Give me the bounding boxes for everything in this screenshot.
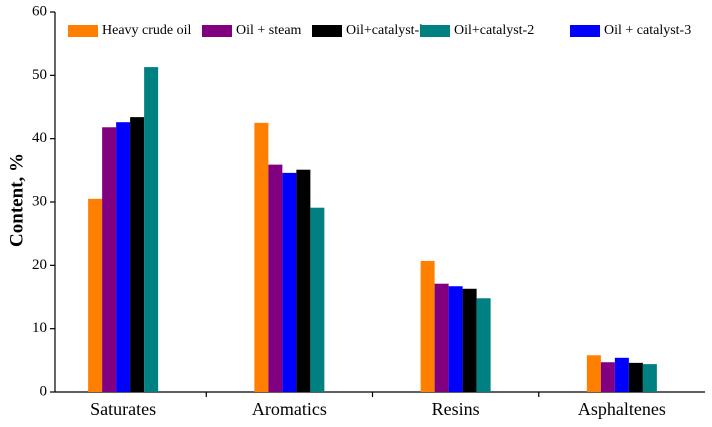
legend-swatch [420, 25, 450, 37]
y-tick-label: 60 [32, 3, 47, 19]
bar [296, 169, 311, 392]
legend-label: Oil+catalyst-2 [454, 23, 534, 38]
bar [116, 122, 131, 392]
bar [462, 288, 477, 392]
bar [600, 362, 615, 392]
bar [614, 357, 629, 392]
bar [420, 260, 435, 392]
legend-label: Oil + catalyst-3 [604, 23, 691, 38]
legend-label: Oil + steam [236, 23, 302, 38]
x-tick-label: Aromatics [252, 399, 327, 419]
bar [130, 117, 145, 392]
bar [310, 207, 325, 392]
bar [282, 172, 297, 392]
legend-label: Oil+catalyst-l [346, 23, 423, 38]
legend-swatch [202, 25, 232, 37]
y-tick-label: 0 [40, 383, 48, 399]
legend-swatch [570, 25, 600, 37]
y-tick-label: 50 [32, 67, 47, 83]
y-tick-label: 10 [32, 320, 47, 336]
bar [434, 283, 449, 392]
y-axis-label: Content, % [6, 153, 27, 247]
bar [586, 355, 601, 392]
bar [254, 122, 269, 392]
x-tick-label: Asphaltenes [578, 399, 666, 419]
y-tick-label: 20 [32, 257, 47, 273]
bar [102, 127, 117, 393]
x-tick-label: Saturates [90, 399, 156, 419]
legend-label: Heavy crude oil [102, 23, 192, 38]
bar [642, 364, 657, 392]
bar [88, 198, 103, 392]
x-tick-label: Resins [432, 399, 480, 419]
bar [268, 164, 283, 392]
y-tick-label: 30 [32, 193, 47, 209]
bar [476, 298, 491, 392]
bar [628, 362, 643, 392]
y-tick-label: 40 [32, 130, 47, 146]
legend-swatch [68, 25, 98, 37]
bar [448, 286, 463, 392]
legend-swatch [312, 25, 342, 37]
bar [144, 67, 159, 392]
